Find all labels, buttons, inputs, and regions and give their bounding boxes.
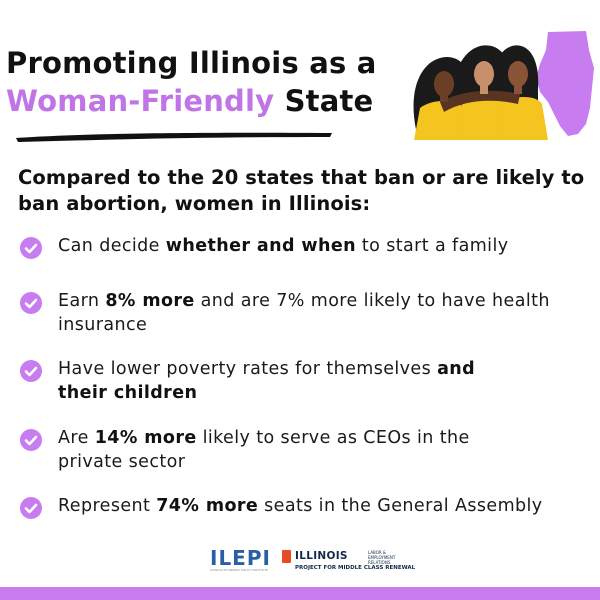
list-item-text: Are 14% more likely to serve as CEOs in … — [58, 426, 518, 474]
text-part: likely to serve as CEOs in the private s… — [58, 428, 470, 472]
check-circle-icon — [20, 497, 42, 519]
check-circle-icon — [20, 237, 42, 259]
title-rest: State — [284, 84, 374, 118]
list-item-text: Represent 74% more seats in the General … — [58, 494, 598, 518]
brush-underline — [16, 132, 332, 142]
bold-part: 8% more — [105, 291, 195, 311]
women-group-illustration — [413, 31, 594, 140]
ler-department: LABOR & EMPLOYMENT RELATIONS — [368, 550, 396, 565]
illinois-map-icon — [536, 31, 594, 136]
list-item-text: Have lower poverty rates for themselves … — [58, 357, 528, 405]
text-part: to start a family — [355, 236, 509, 256]
text-part: and are 7% more likely to have health in… — [58, 291, 550, 335]
ilepi-subtitle: ILLINOIS ECONOMIC POLICY INSTITUTE — [210, 568, 269, 572]
list-item-text: Earn 8% more and are 7% more likely to h… — [58, 289, 578, 337]
text-part: Are — [58, 428, 95, 448]
bold-part: 14% more — [94, 428, 197, 448]
footer-bar — [0, 587, 600, 600]
ilepi-logo: ILEPI ILLINOIS ECONOMIC POLICY INSTITUTE — [210, 548, 272, 572]
page-title: Promoting Illinois as a Woman-Friendly S… — [6, 44, 377, 120]
project-name: PROJECT FOR MIDDLE CLASS RENEWAL — [295, 565, 416, 571]
block-i-icon — [282, 550, 291, 563]
title-line-2: Woman-Friendly State — [6, 84, 373, 118]
text-part: Earn — [58, 291, 106, 311]
bold-part: and their children — [58, 359, 476, 403]
title-accent: Woman-Friendly — [6, 84, 275, 118]
title-line-1: Promoting Illinois as a — [6, 46, 377, 80]
text-part: Have lower poverty rates for themselves — [58, 359, 438, 379]
bold-part: whether and when — [165, 236, 356, 256]
check-circle-icon — [20, 429, 42, 451]
check-circle-icon — [20, 292, 42, 314]
ilepi-wordmark: ILEPI — [210, 546, 271, 570]
intro-text: Compared to the 20 states that ban or ar… — [18, 166, 585, 215]
list-item-text: Can decide whether and when to start a f… — [58, 234, 578, 258]
bold-part: 74% more — [156, 496, 259, 516]
check-circle-icon — [20, 360, 42, 382]
illinois-wordmark: ILLINOIS — [295, 550, 348, 562]
text-part: seats in the General Assembly — [258, 496, 543, 516]
text-part: Represent — [58, 496, 157, 516]
text-part: Can decide — [58, 236, 166, 256]
